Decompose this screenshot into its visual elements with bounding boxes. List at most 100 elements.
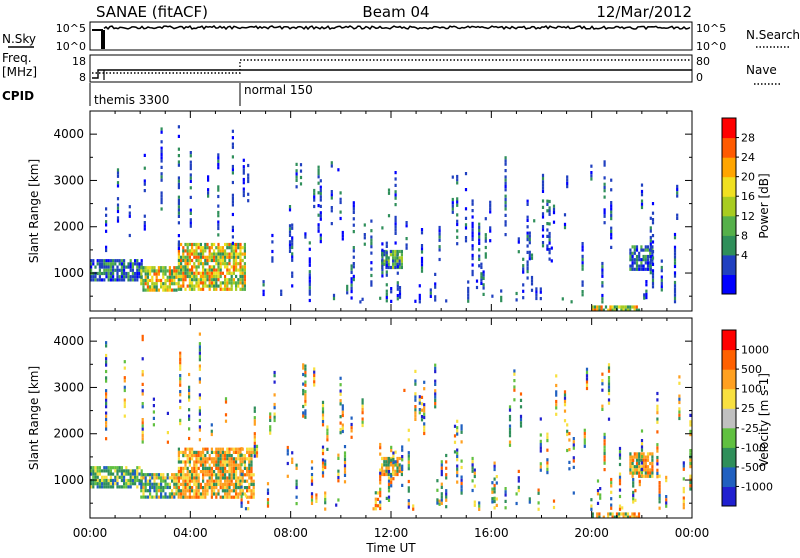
data-cell — [240, 463, 243, 467]
data-cell — [633, 512, 636, 516]
data-cell — [389, 249, 392, 254]
data-cell — [288, 224, 292, 228]
data-cell — [646, 471, 650, 475]
data-cell — [389, 463, 392, 467]
data-cell — [177, 486, 180, 490]
data-cell — [341, 234, 344, 238]
data-cell — [153, 476, 156, 480]
data-cell — [343, 454, 347, 458]
data-cell — [363, 223, 366, 227]
data-cell — [350, 426, 353, 430]
data-cell — [189, 179, 192, 183]
data-cell — [396, 456, 399, 461]
data-cell — [308, 257, 311, 261]
data-cell — [116, 206, 120, 210]
data-cell — [467, 296, 470, 300]
data-cell — [651, 258, 654, 262]
data-cell — [385, 254, 388, 258]
data-cell — [495, 503, 498, 507]
data-cell — [114, 278, 117, 282]
data-cell — [136, 268, 139, 272]
data-cell — [134, 472, 137, 476]
data-cell — [136, 466, 139, 470]
data-cell — [105, 466, 108, 470]
data-cell — [215, 255, 218, 259]
data-cell — [114, 469, 117, 473]
data-cell — [202, 268, 205, 272]
data-cell — [116, 259, 119, 263]
data-cell — [601, 284, 604, 288]
data-cell — [175, 485, 178, 490]
data-cell — [195, 271, 198, 275]
data-cell — [142, 473, 145, 477]
data-cell — [166, 440, 169, 444]
data-cell — [581, 245, 584, 249]
data-cell — [607, 398, 611, 402]
data-cell — [473, 500, 476, 504]
data-cell — [304, 370, 307, 375]
data-cell — [513, 369, 516, 373]
data-cell — [179, 390, 182, 394]
data-cell — [208, 470, 211, 474]
data-cell — [243, 268, 246, 272]
data-cell — [390, 458, 393, 462]
data-cell — [295, 169, 298, 173]
data-cell — [291, 223, 294, 227]
data-cell — [182, 495, 185, 499]
data-cell — [350, 280, 353, 284]
data-cell — [141, 421, 144, 425]
data-cell — [146, 288, 149, 292]
data-cell — [215, 482, 218, 486]
data-cell — [105, 379, 108, 383]
data-cell — [629, 455, 632, 459]
data-cell — [266, 498, 270, 502]
data-cell — [313, 188, 316, 193]
data-cell — [350, 416, 353, 420]
data-cell — [177, 278, 180, 282]
data-cell — [646, 267, 650, 271]
data-cell — [230, 281, 233, 285]
data-cell — [313, 373, 316, 377]
data-cell — [230, 271, 233, 275]
data-cell — [215, 476, 218, 480]
data-cell — [313, 367, 316, 371]
data-cell — [177, 198, 180, 202]
data-cell — [350, 435, 353, 439]
data-cell — [125, 271, 128, 276]
data-cell — [241, 252, 244, 256]
data-cell — [182, 258, 185, 263]
data-cell — [98, 271, 101, 276]
data-cell — [607, 392, 611, 396]
data-cell — [467, 286, 470, 290]
data-cell — [269, 418, 272, 422]
data-cell — [528, 231, 531, 235]
data-cell — [407, 499, 410, 503]
data-cell — [116, 171, 120, 175]
data-cell — [640, 439, 644, 443]
data-cell — [199, 252, 202, 256]
data-cell — [528, 497, 531, 501]
data-cell — [632, 497, 635, 501]
data-cell — [591, 305, 594, 309]
data-cell — [92, 472, 95, 476]
data-cell — [370, 235, 373, 239]
data-cell — [177, 269, 180, 273]
data-cell — [339, 402, 342, 406]
data-cell — [232, 262, 235, 266]
data-cell — [180, 242, 183, 247]
data-cell — [383, 472, 386, 477]
data-cell — [188, 414, 191, 418]
data-cell — [162, 495, 165, 499]
data-cell — [394, 196, 397, 200]
data-cell — [198, 345, 201, 349]
data-cell — [581, 261, 584, 265]
data-cell — [456, 480, 459, 484]
data-cell — [105, 223, 108, 227]
data-cell — [635, 468, 639, 472]
data-cell — [127, 271, 130, 276]
data-cell — [471, 228, 474, 232]
data-cell — [563, 396, 567, 400]
data-cell — [152, 404, 155, 408]
data-cell — [219, 486, 222, 490]
data-cell — [537, 491, 540, 495]
